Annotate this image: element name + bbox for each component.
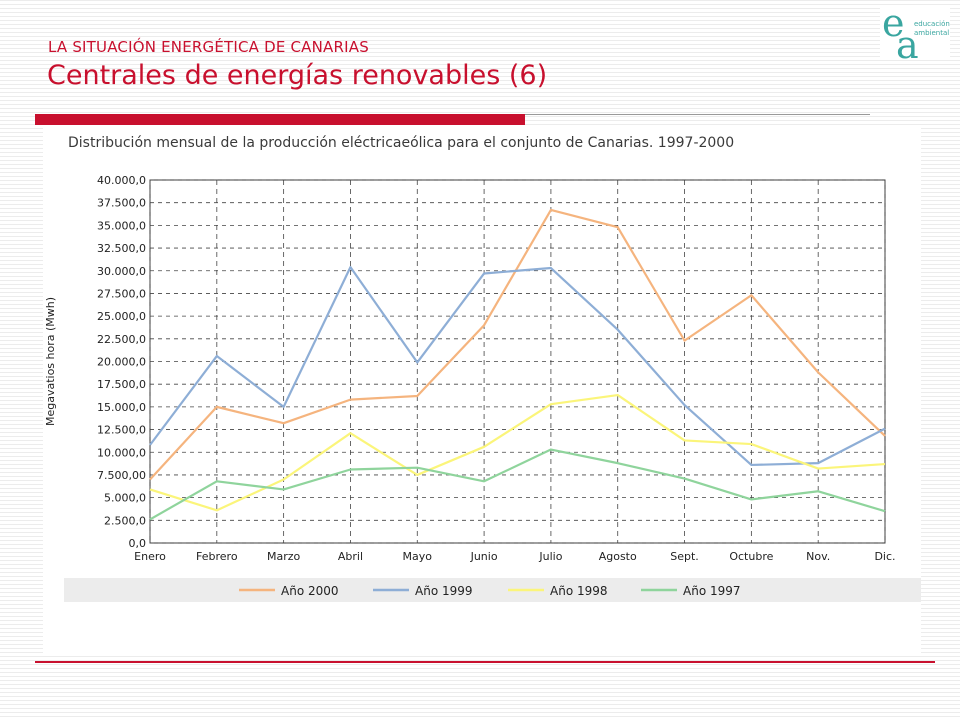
legend-background — [64, 578, 921, 602]
y-tick-label: 15.000,0 — [97, 401, 146, 414]
slide-supertitle: LA SITUACIÓN ENERGÉTICA DE CANARIAS — [48, 38, 369, 56]
x-tick-label: Junio — [470, 550, 498, 563]
series-line-0 — [149, 208, 886, 481]
series-line-2 — [149, 393, 886, 512]
y-tick-label: 5.000,0 — [104, 492, 146, 505]
series-line-3 — [149, 448, 886, 521]
slide-title: Centrales de energías renovables (6) — [47, 60, 548, 91]
y-tick-label: 22.500,0 — [97, 333, 146, 346]
educacion-ambiental-logo: e a educación ambiental — [880, 4, 950, 64]
x-tick-label: Nov. — [806, 550, 830, 563]
footer-line — [35, 661, 935, 663]
y-tick-label: 32.500,0 — [97, 242, 146, 255]
x-tick-label: Julio — [538, 550, 562, 563]
x-tick-label: Mayo — [403, 550, 433, 563]
x-tick-label: Febrero — [196, 550, 238, 563]
y-tick-label: 0,0 — [129, 537, 147, 550]
y-tick-label: 35.000,0 — [97, 219, 146, 232]
y-tick-label: 20.000,0 — [97, 356, 146, 369]
logo-letter-e: e — [882, 1, 905, 45]
y-tick-label: 7.500,00 — [97, 469, 146, 482]
axis-layer: 0,0 2.500,0 5.000,0 7.500,00 10.000,0 12.500,… — [44, 174, 896, 563]
logo-letter-a: a — [896, 23, 919, 67]
title-accent-bar — [35, 114, 525, 125]
y-tick-label: 30.000,0 — [97, 265, 146, 278]
grid-layer — [149, 179, 886, 544]
legend-label: Año 1998 — [550, 584, 608, 598]
logo-text-line2: ambiental — [914, 29, 950, 37]
line-chart: Distribución mensual de la producción el… — [44, 135, 921, 602]
logo-text-line1: educación — [914, 20, 950, 28]
y-tick-label: 2.500,0 — [104, 514, 146, 527]
x-tick-label: Dic. — [874, 550, 895, 563]
y-tick-label: 10.000,0 — [97, 446, 146, 459]
y-tick-label: 37.500,0 — [97, 197, 146, 210]
x-tick-label: Abril — [338, 550, 363, 563]
title-divider-line — [525, 114, 870, 115]
chart-panel: Distribución mensual de la producción el… — [43, 128, 921, 656]
legend-label: Año 2000 — [281, 584, 339, 598]
y-axis-label: Megavatios hora (Mwh) — [44, 297, 57, 426]
chart-legend: Año 2000 Año 1999 Año 1998 Año 1997 — [64, 578, 921, 602]
x-tick-label: Sept. — [670, 550, 699, 563]
y-tick-label: 27.500,0 — [97, 287, 146, 300]
legend-label: Año 1999 — [415, 584, 473, 598]
x-tick-label: Agosto — [599, 550, 637, 563]
x-tick-label: Marzo — [267, 550, 301, 563]
x-tick-label: Octubre — [729, 550, 773, 563]
legend-label: Año 1997 — [683, 584, 741, 598]
y-tick-label: 40.000,0 — [97, 174, 146, 187]
y-tick-label: 12.500,0 — [97, 424, 146, 437]
chart-title: Distribución mensual de la producción el… — [68, 135, 734, 151]
series-line-1 — [149, 266, 886, 467]
y-tick-label: 17.500,0 — [97, 378, 146, 391]
x-tick-label: Enero — [134, 550, 166, 563]
series-layer — [149, 208, 886, 521]
y-tick-label: 25.000,0 — [97, 310, 146, 323]
